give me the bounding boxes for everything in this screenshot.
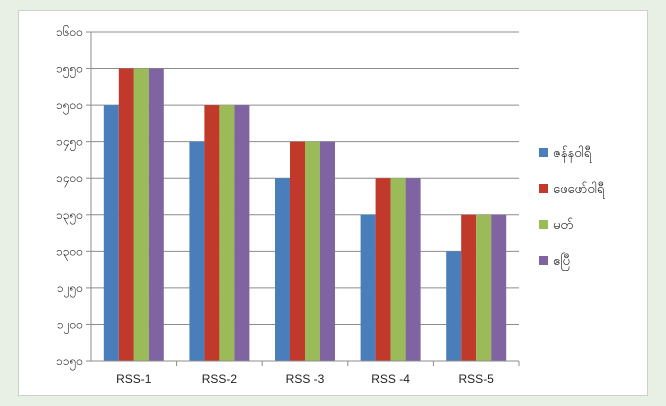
bar-rss-5-series-0 bbox=[446, 251, 462, 361]
legend-swatch-1 bbox=[539, 184, 548, 193]
bar-rss-1-series-3 bbox=[148, 68, 164, 362]
bar-rss-5-series-2 bbox=[476, 214, 492, 361]
bar-rss-2-series-2 bbox=[219, 105, 235, 361]
bar-rss-3-series-2 bbox=[305, 141, 320, 361]
legend-swatch-3 bbox=[539, 256, 548, 265]
legend-label-2: မတ် bbox=[553, 217, 573, 233]
chart-frame: ၁၁၅၀ ၁၂၀၀ ၁၂၅၀ ၁၃၀၀ ၁၃၅၀ ၁၄၀၀ ၁၄၅၀ ၁၅၀၀ ၁၅၅၀ ၁၆၀၀… bbox=[18, 10, 648, 396]
bar-rss-3-series-1 bbox=[290, 141, 305, 361]
bar-chart: ၁၁၅၀ ၁၂၀၀ ၁၂၅၀ ၁၃၀၀ ၁၃၅၀ ၁၄၀၀ ၁၄၅၀ ၁၅၀၀ ၁၅၅၀ ၁၆၀၀… bbox=[56, 24, 605, 386]
legend-label-3: ဧပြီ bbox=[553, 253, 570, 271]
bar-rss-2-series-1 bbox=[204, 105, 220, 361]
legend-swatch-2 bbox=[539, 220, 548, 229]
legend: ဇန်နဝါရီဖေဖော်ဝါရီမတ်ဧပြီ bbox=[539, 145, 605, 271]
y-tick-label-2: ၁၂၅၀ bbox=[57, 281, 83, 298]
legend-swatch-0 bbox=[539, 148, 548, 157]
bar-rss-4-series-1 bbox=[375, 178, 391, 361]
bar-rss-2-series-0 bbox=[189, 141, 205, 361]
bar-rss-1-series-0 bbox=[103, 105, 119, 361]
y-tick-label-1: ၁၂၀၀ bbox=[57, 317, 83, 334]
bar-rss-1-series-1 bbox=[118, 68, 134, 362]
y-tick-label-5: ၁၄၀၀ bbox=[56, 171, 83, 188]
x-category-labels: RSS-1 RSS-2 RSS -3 RSS -4 RSS-5 bbox=[116, 372, 494, 386]
y-tick-label-3: ၁၃၀၀ bbox=[56, 244, 83, 261]
y-tick-label-0: ၁၁၅၀ bbox=[56, 354, 83, 371]
bar-rss-2-series-3 bbox=[234, 105, 250, 361]
x-category-label-4: RSS-5 bbox=[459, 372, 495, 386]
x-category-label-1: RSS-2 bbox=[202, 372, 238, 386]
x-category-label-2: RSS -3 bbox=[286, 372, 325, 386]
y-tick-label-9: ၁၆၀၀ bbox=[56, 24, 83, 39]
legend-label-1: ဖေဖော်ဝါရီ bbox=[553, 181, 605, 199]
x-category-label-3: RSS -4 bbox=[371, 372, 410, 386]
legend-label-0: ဇန်နဝါရီ bbox=[553, 145, 592, 163]
bar-rss-5-series-3 bbox=[491, 214, 507, 361]
bar-rss-3-series-0 bbox=[275, 178, 290, 361]
bar-rss-3-series-3 bbox=[320, 141, 335, 361]
y-tick-label-6: ၁၄၅၀ bbox=[56, 135, 83, 152]
x-category-label-0: RSS-1 bbox=[116, 372, 152, 386]
bar-rss-4-series-0 bbox=[360, 214, 376, 361]
y-tick-label-8: ၁၅၅၀ bbox=[56, 62, 83, 79]
y-tick-labels: ၁၁၅၀ ၁၂၀၀ ၁၂၅၀ ၁၃၀၀ ၁၃၅၀ ၁၄၀၀ ၁၄၅၀ ၁၅၀၀ ၁၅၅၀ ၁၆၀၀ bbox=[56, 24, 83, 371]
axes bbox=[86, 31, 520, 366]
bar-rss-4-series-3 bbox=[405, 178, 421, 361]
bar-rss-4-series-2 bbox=[390, 178, 406, 361]
y-tick-label-4: ၁၃၅၀ bbox=[56, 208, 83, 225]
bar-rss-5-series-1 bbox=[461, 214, 477, 361]
bars bbox=[103, 68, 507, 362]
y-tick-label-7: ၁၅၀၀ bbox=[56, 98, 83, 115]
bar-rss-1-series-2 bbox=[133, 68, 149, 362]
